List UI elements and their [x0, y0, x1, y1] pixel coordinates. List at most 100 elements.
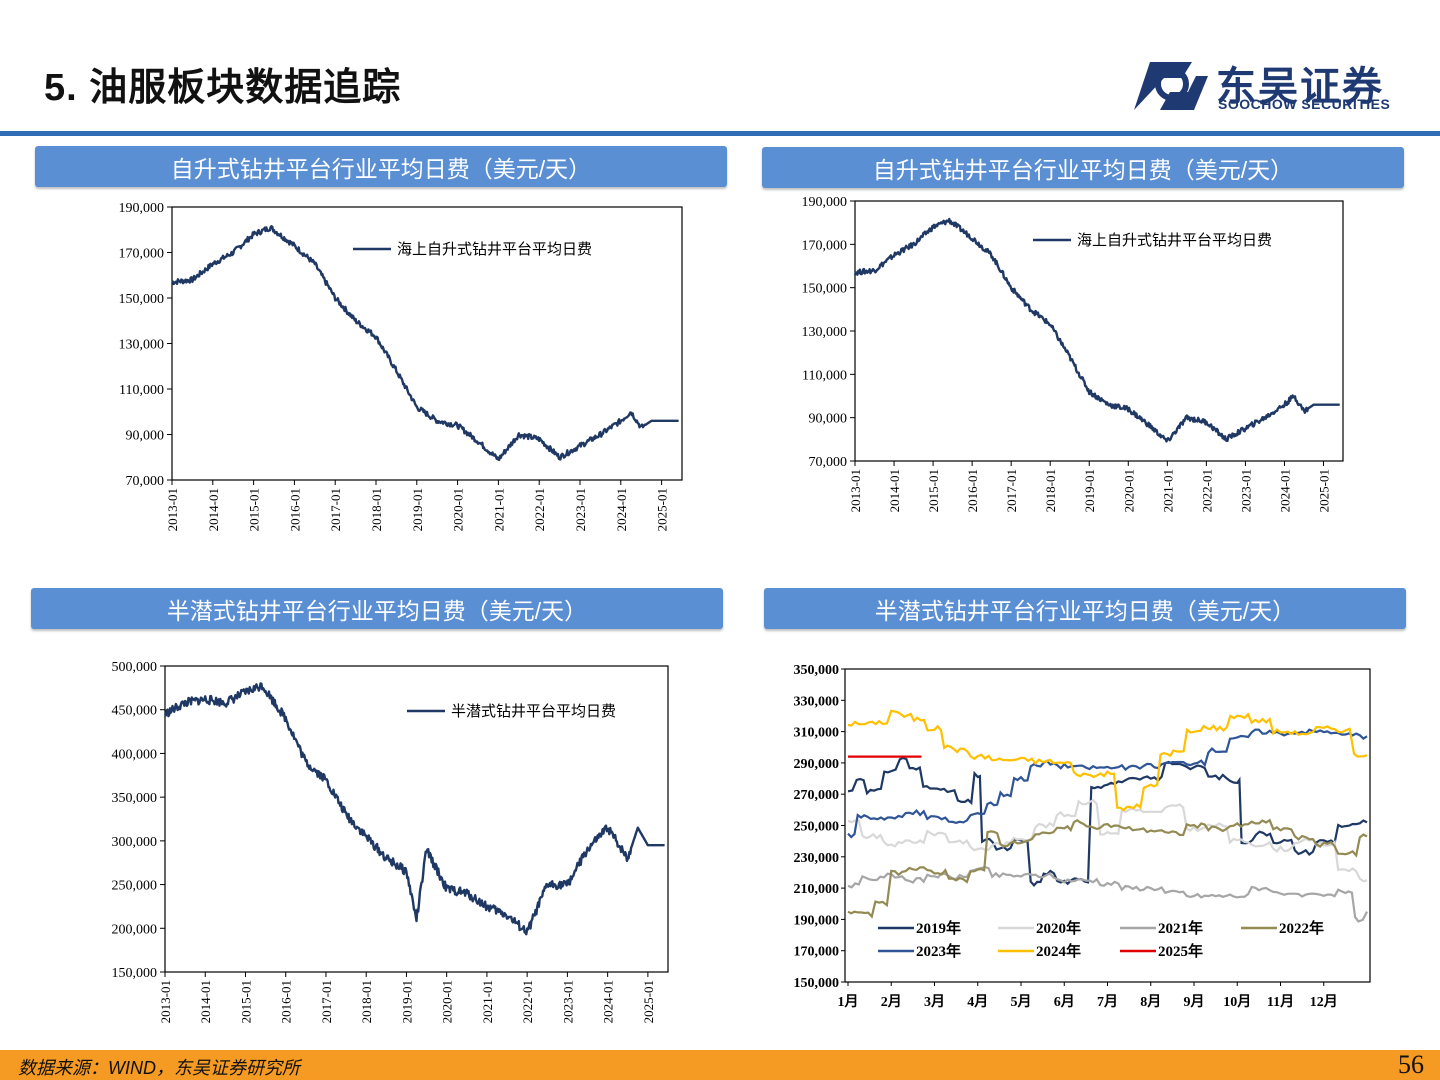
x-tick-label: 6月 [1054, 994, 1075, 1010]
x-tick-label: 2018-01 [359, 980, 374, 1023]
x-tick-label: 2019-01 [410, 488, 425, 531]
y-tick-label: 300,000 [112, 835, 158, 850]
y-tick-label: 330,000 [794, 694, 840, 709]
soochow-logo-icon [1130, 56, 1212, 114]
series-line-2019年 [847, 756, 1368, 888]
x-tick-label: 2019-01 [1082, 469, 1097, 512]
chart-banner-1: 自升式钻井平台行业平均日费（美元/天） [35, 146, 727, 187]
y-tick-label: 450,000 [112, 704, 158, 719]
y-tick-label: 190,000 [794, 913, 840, 928]
x-tick-label: 2021-01 [1160, 469, 1175, 512]
semisub-dayrate-chart-1: 150,000 200,000 250,000 300,000 350,000 400,0… [112, 660, 669, 1023]
x-tick-label: 2018-01 [369, 488, 384, 531]
x-tick-label: 2022-01 [1199, 469, 1214, 512]
semisub-dayrate-yearly-chart: 150,000 170,000 190,000 210,000 230,000 250,0… [794, 663, 1371, 1010]
x-tick-label: 2023-01 [573, 488, 588, 531]
series-line-2020年 [847, 798, 1368, 883]
jackup-dayrate-chart-2: 70,000 90,000 110,000 130,000 150,000 170,000… [802, 195, 1344, 512]
y-tick-label: 250,000 [794, 820, 840, 835]
y-tick-label: 290,000 [794, 757, 840, 772]
y-tick-label: 190,000 [119, 201, 165, 216]
legend-label: 2023年 [916, 942, 961, 960]
legend-label: 2022年 [1279, 919, 1324, 937]
legend-label: 2025年 [1158, 942, 1203, 960]
legend-label: 半潜式钻井平台平均日费 [451, 703, 616, 720]
company-logo: 东吴证券 SOOCHOW SECURITIES [1130, 56, 1410, 116]
x-tick-label: 2018-01 [1043, 469, 1058, 512]
y-tick-label: 110,000 [119, 383, 164, 398]
x-tick-label: 2017-01 [319, 980, 334, 1023]
y-tick-label: 210,000 [794, 882, 840, 897]
y-tick-label: 130,000 [802, 325, 848, 340]
x-tick-label: 2022-01 [532, 488, 547, 531]
logo-english-name: SOOCHOW SECURITIES [1218, 96, 1391, 112]
y-tick-label: 230,000 [794, 851, 840, 866]
jackup-dayrate-chart-1: 70,000 90,000 110,000 130,000 150,000 170,000… [119, 201, 683, 531]
x-tick-label: 11月 [1267, 994, 1294, 1010]
legend-label: 2021年 [1158, 919, 1203, 937]
x-tick-label: 2013-01 [158, 980, 173, 1023]
chart-banner-4: 半潜式钻井平台行业平均日费（美元/天） [764, 588, 1406, 629]
x-tick-label: 2月 [881, 994, 902, 1010]
page-number: 56 [1398, 1050, 1424, 1079]
x-tick-label: 2017-01 [328, 488, 343, 531]
y-tick-label: 170,000 [794, 945, 840, 960]
x-tick-label: 2023-01 [560, 980, 575, 1023]
y-tick-label: 190,000 [802, 195, 848, 210]
series-line [171, 225, 679, 461]
legend-label: 2019年 [916, 919, 961, 937]
y-tick-label: 70,000 [809, 455, 848, 470]
y-tick-label: 90,000 [126, 429, 165, 444]
x-tick-label: 2020-01 [451, 488, 466, 531]
legend-label: 海上自升式钻井平台平均日费 [397, 241, 592, 258]
x-tick-label: 9月 [1184, 994, 1205, 1010]
x-tick-label: 2016-01 [279, 980, 294, 1023]
data-source-note: 数据来源：WIND，东吴证券研究所 [18, 1058, 300, 1078]
chart-banner-2: 自升式钻井平台行业平均日费（美元/天） [762, 147, 1404, 188]
x-tick-label: 2025-01 [641, 980, 656, 1023]
x-tick-label: 2016-01 [287, 488, 302, 531]
y-tick-label: 400,000 [112, 747, 158, 762]
series-line [163, 682, 665, 936]
series-line [853, 217, 1341, 443]
x-tick-label: 2021-01 [491, 488, 506, 531]
plot-area [171, 206, 683, 481]
chart-banner-3: 半潜式钻井平台行业平均日费（美元/天） [31, 588, 723, 629]
legend-label: 2024年 [1036, 942, 1081, 960]
y-tick-label: 150,000 [112, 966, 158, 981]
x-tick-label: 2024-01 [601, 980, 616, 1023]
x-tick-label: 5月 [1011, 994, 1032, 1010]
x-tick-label: 8月 [1140, 994, 1161, 1010]
x-tick-label: 2024-01 [614, 488, 629, 531]
header-rule [0, 131, 1440, 136]
x-tick-label: 2021-01 [480, 980, 495, 1023]
y-tick-label: 350,000 [112, 791, 158, 806]
x-tick-label: 7月 [1097, 994, 1118, 1010]
x-tick-label: 2017-01 [1004, 469, 1019, 512]
footer-bar: 数据来源：WIND，东吴证券研究所 56 [0, 1050, 1440, 1080]
x-tick-label: 3月 [924, 994, 945, 1010]
logo-chinese-name: 东吴证券 [1216, 65, 1384, 109]
y-tick-label: 150,000 [802, 282, 848, 297]
y-tick-label: 90,000 [809, 412, 848, 427]
legend-label: 海上自升式钻井平台平均日费 [1077, 232, 1272, 249]
y-tick-label: 110,000 [802, 368, 847, 383]
x-tick-label: 2014-01 [198, 980, 213, 1023]
series-line-2021年 [847, 865, 1368, 923]
x-tick-label: 12月 [1310, 994, 1338, 1010]
series-line-2024年 [847, 709, 1368, 812]
legend-label: 2020年 [1036, 919, 1081, 937]
x-tick-label: 2014-01 [206, 488, 221, 531]
x-tick-label: 2013-01 [165, 488, 180, 531]
series-line-2023年 [847, 728, 1368, 839]
x-tick-label: 2015-01 [247, 488, 262, 531]
series-line-2022年 [847, 818, 1368, 919]
x-tick-label: 2015-01 [238, 980, 253, 1023]
y-tick-label: 150,000 [119, 292, 165, 307]
x-tick-label: 2023-01 [1238, 469, 1253, 512]
x-tick-label: 10月 [1223, 994, 1251, 1010]
x-tick-label: 2013-01 [848, 469, 863, 512]
y-tick-label: 350,000 [794, 663, 840, 678]
x-tick-label: 2020-01 [440, 980, 455, 1023]
y-tick-label: 310,000 [794, 726, 840, 741]
